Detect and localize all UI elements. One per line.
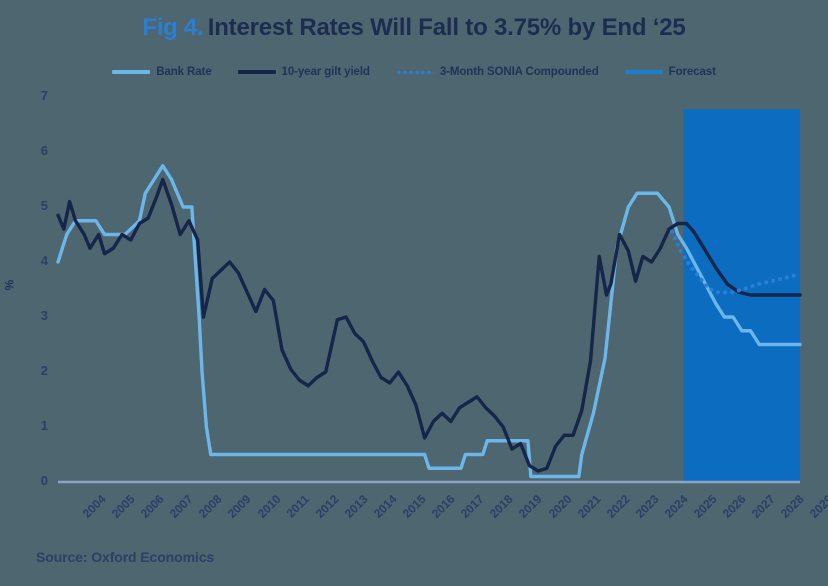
legend-item-bank-rate[interactable]: Bank Rate <box>112 66 212 78</box>
x-axis-tick-label: 2023 <box>632 492 662 521</box>
series-line-bank-rate <box>56 164 802 479</box>
y-axis-title: % <box>2 279 17 291</box>
y-axis-tick-label: 1 <box>40 418 48 433</box>
x-axis-tick-label: 2013 <box>341 492 371 521</box>
y-axis-tick-label: 5 <box>40 198 48 213</box>
x-axis-tick-label: 2006 <box>138 492 167 521</box>
x-axis-tick-label: 2011 <box>283 492 312 521</box>
x-axis-tick-label: 2029 <box>807 492 828 521</box>
x-axis-tick-label: 2021 <box>574 492 604 521</box>
x-axis-tick-label: 2024 <box>661 492 691 521</box>
legend-label: Forecast <box>668 66 716 78</box>
legend-label: Bank Rate <box>156 66 212 78</box>
y-axis-tick-label: 3 <box>40 308 48 323</box>
x-axis-tick-label: 2015 <box>399 492 429 521</box>
x-axis-tick-label: 2008 <box>196 492 225 521</box>
forecast-band <box>683 109 800 482</box>
chart-title: Fig 4. Interest Rates Will Fall to 3.75%… <box>0 14 828 42</box>
y-axis-tick-label: 2 <box>40 363 48 378</box>
y-axis-tick-label: 7 <box>40 88 48 103</box>
x-axis-tick-label: 2018 <box>487 492 516 521</box>
legend-item-forecast[interactable]: Forecast <box>624 66 716 78</box>
x-axis-tick-label: 2007 <box>167 492 196 521</box>
legend-item-sonia[interactable]: 3-Month SONIA Compounded <box>395 66 599 78</box>
x-axis-tick-label: 2014 <box>370 492 400 521</box>
x-axis-tick-label: 2016 <box>428 492 458 521</box>
y-axis-tick-label: 0 <box>40 473 48 488</box>
x-axis-tick-label: 2004 <box>79 492 109 521</box>
y-axis-tick-label: 6 <box>40 143 48 158</box>
source-note: Source: Oxford Economics <box>36 549 215 565</box>
x-axis-tick-label: 2005 <box>108 492 138 521</box>
legend-label: 10-year gilt yield <box>281 66 370 78</box>
line-swatch-icon <box>237 70 276 74</box>
legend-item-gilt-yield[interactable]: 10-year gilt yield <box>237 66 370 78</box>
legend-label: 3-Month SONIA Compounded <box>439 66 599 78</box>
line-swatch-icon <box>112 70 151 74</box>
x-axis-tick-label: 2027 <box>749 492 778 521</box>
x-axis-tick-label: 2012 <box>312 492 342 521</box>
series-line-3-month-sonia-compounded <box>669 229 797 295</box>
x-axis-tick-label: 2028 <box>778 492 807 521</box>
x-axis-tick-label: 2009 <box>225 492 255 521</box>
x-axis-tick-label: 2020 <box>545 492 575 521</box>
figure-number-label: Fig 4. <box>142 14 204 41</box>
x-axis-tick-label: 2026 <box>719 492 749 521</box>
x-axis-tick-label: 2025 <box>690 492 720 521</box>
page-title: Interest Rates Will Fall to 3.75% by End… <box>207 14 686 41</box>
x-axis-tick-label: 2019 <box>516 492 546 521</box>
x-axis-tick-label: 2017 <box>458 492 487 521</box>
dotted-line-swatch-icon <box>395 69 434 75</box>
y-axis-tick-label: 4 <box>40 253 48 268</box>
chart-legend: Bank Rate 10-year gilt yield 3-Month SON… <box>0 66 828 78</box>
band-swatch-icon <box>624 70 663 74</box>
x-axis-tick-label: 2022 <box>603 492 633 521</box>
series-line-10-year-gilt-yield <box>56 177 802 473</box>
x-axis-tick-label: 2010 <box>254 492 284 521</box>
